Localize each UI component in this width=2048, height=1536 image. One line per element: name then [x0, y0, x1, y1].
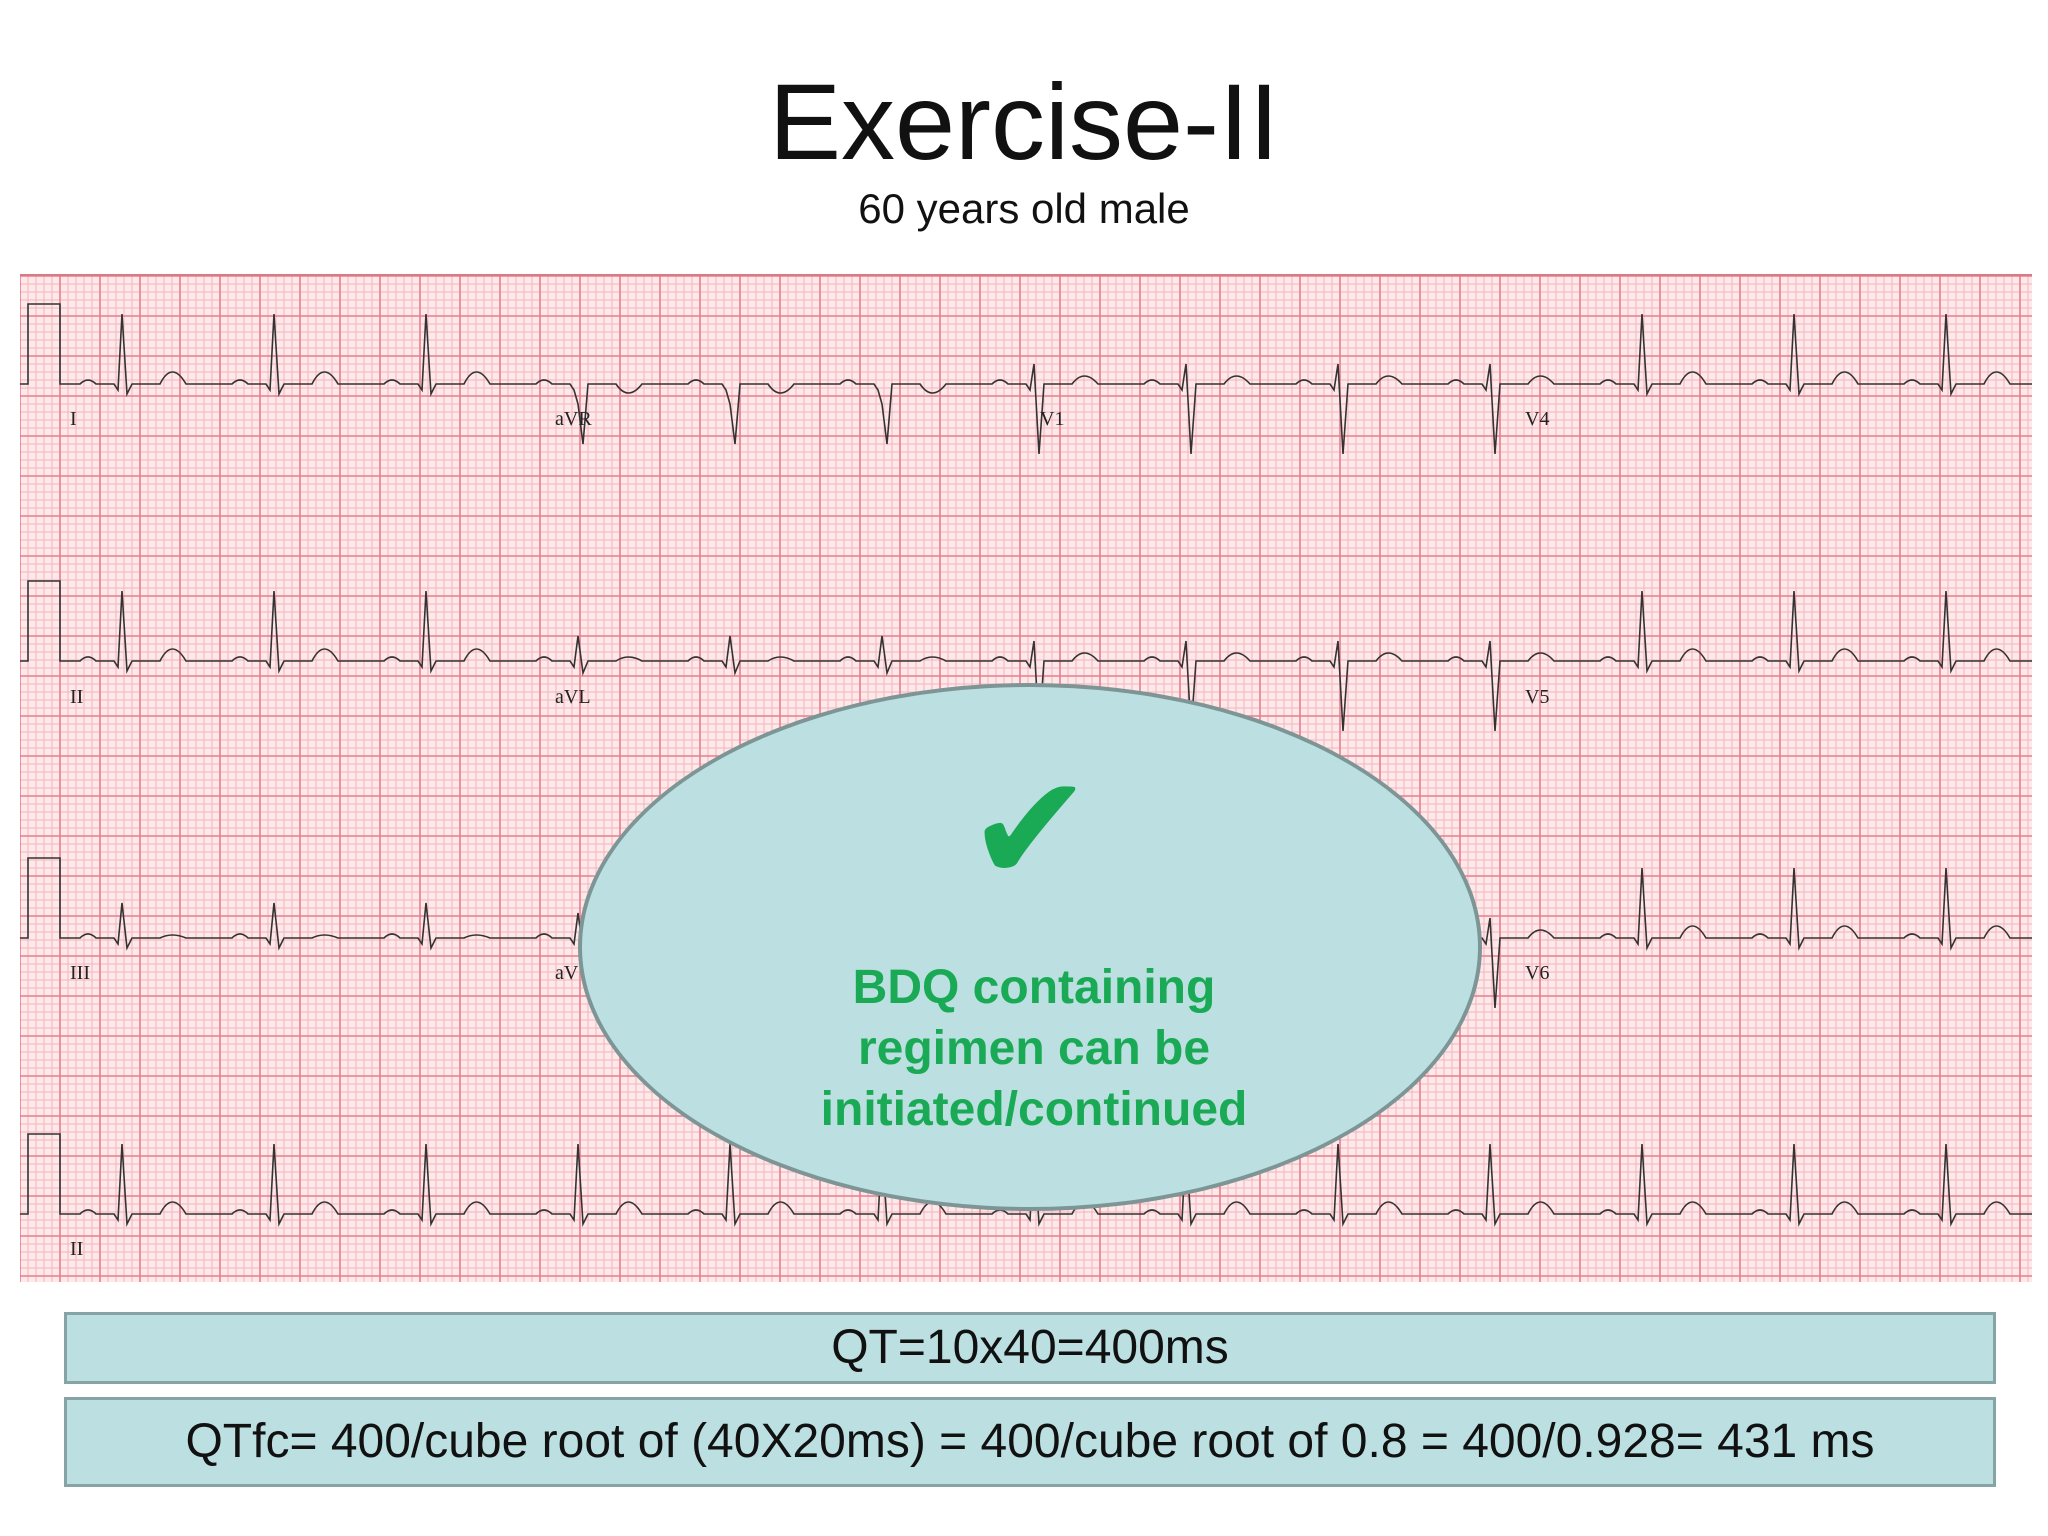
ecg-trace-row-4	[20, 1133, 2032, 1228]
checkmark-icon: ✔	[967, 743, 1093, 917]
verdict-text: BDQ containing regimen can be initiated/…	[702, 957, 1366, 1140]
verdict-line-3: initiated/continued	[820, 1083, 1248, 1136]
qtfc-formula: QTfc= 400/cube root of (40X20ms) = 400/c…	[185, 1415, 1875, 1468]
verdict-line-2: regimen can be	[857, 1022, 1211, 1075]
ecg-trace-row-1	[20, 303, 2032, 455]
ecg-trace-row-2	[20, 580, 2032, 732]
verdict-line-1: BDQ containing	[852, 961, 1216, 1014]
lead-label-aVR: aVR	[555, 408, 592, 430]
lead-label-II-rhythm: II	[70, 1238, 84, 1260]
slide-subtitle: 60 years old male	[858, 185, 1190, 232]
lead-label-V5: V5	[1525, 686, 1550, 708]
lead-label-V6: V6	[1525, 962, 1550, 984]
qtfc-formula-box: QTfc= 400/cube root of (40X20ms) = 400/c…	[64, 1397, 1996, 1487]
lead-label-aVF: aV	[555, 962, 579, 984]
lead-label-III: III	[70, 962, 90, 984]
lead-label-II: II	[70, 686, 84, 708]
slide-title: Exercise-II	[768, 61, 1280, 182]
qt-formula-box: QT=10x40=400ms	[64, 1312, 1996, 1384]
lead-label-V1: V1	[1040, 408, 1065, 430]
qt-formula: QT=10x40=400ms	[831, 1321, 1229, 1374]
verdict-ellipse: ✔ BDQ containing regimen can be initiate…	[578, 683, 1482, 1211]
lead-label-I: I	[70, 408, 77, 430]
lead-label-aVL: aVL	[555, 686, 591, 708]
lead-label-V4: V4	[1525, 408, 1550, 430]
